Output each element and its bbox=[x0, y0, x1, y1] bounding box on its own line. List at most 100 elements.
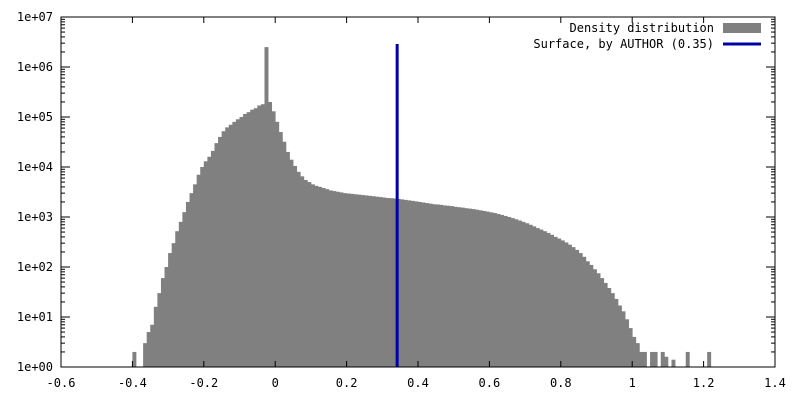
y-tick-label: 1e+05 bbox=[17, 110, 53, 124]
histogram-bar bbox=[610, 293, 615, 367]
histogram-bar bbox=[171, 243, 176, 367]
legend: Density distribution Surface, by AUTHOR … bbox=[533, 21, 761, 51]
histogram-bar bbox=[603, 282, 608, 367]
histogram-bar bbox=[621, 311, 626, 367]
histogram-bar bbox=[532, 226, 537, 367]
histogram-bar bbox=[157, 293, 162, 367]
histogram-bar bbox=[425, 203, 430, 367]
histogram-bar bbox=[371, 196, 376, 367]
histogram-bar bbox=[453, 206, 458, 367]
histogram-bar bbox=[628, 328, 633, 367]
histogram-bar bbox=[268, 101, 273, 367]
axis-ticks bbox=[60, 16, 776, 368]
histogram-bar bbox=[360, 195, 365, 367]
histogram-bar bbox=[589, 264, 594, 367]
histogram-bar bbox=[196, 174, 201, 367]
histogram-bar bbox=[203, 161, 208, 367]
histogram-bar bbox=[182, 212, 187, 367]
histogram-bar bbox=[450, 206, 455, 367]
x-tick-label: 1.2 bbox=[693, 376, 715, 390]
histogram-bar bbox=[525, 223, 530, 367]
histogram-bar bbox=[393, 198, 397, 367]
histogram-bar bbox=[353, 194, 358, 367]
histogram-bar bbox=[489, 212, 494, 367]
y-tick-label: 1e+01 bbox=[17, 310, 53, 324]
histogram-bar bbox=[364, 195, 369, 367]
histogram-bar bbox=[457, 207, 462, 367]
histogram-bar bbox=[592, 269, 597, 367]
histogram-bar bbox=[517, 220, 522, 367]
x-tick-label: -0.4 bbox=[118, 376, 147, 390]
histogram-bar bbox=[514, 219, 519, 367]
histogram-bar bbox=[671, 359, 676, 367]
histogram-bar bbox=[642, 351, 647, 367]
histogram-bar bbox=[207, 156, 212, 367]
histogram-bar bbox=[325, 189, 330, 367]
histogram-bar bbox=[639, 351, 644, 367]
histogram-bar bbox=[310, 184, 315, 367]
histogram-bar bbox=[528, 224, 533, 367]
histogram-bar bbox=[275, 121, 280, 367]
histogram-bar bbox=[246, 112, 251, 368]
histogram-bar bbox=[542, 231, 547, 367]
histogram-bar bbox=[321, 188, 326, 367]
histogram-bar bbox=[432, 204, 437, 367]
histogram-bar bbox=[228, 124, 233, 367]
histogram-bar bbox=[575, 249, 580, 367]
histogram-bar bbox=[585, 261, 590, 367]
x-tick-label: -0.6 bbox=[47, 376, 76, 390]
histogram-bar bbox=[289, 159, 294, 367]
histogram-bar bbox=[632, 336, 637, 367]
histogram-bar bbox=[225, 127, 230, 367]
x-tick-label: 1.4 bbox=[764, 376, 786, 390]
histogram-bar bbox=[414, 201, 419, 367]
histogram-bar bbox=[464, 208, 469, 367]
histogram-bar bbox=[564, 242, 569, 367]
histogram-bar bbox=[567, 244, 572, 367]
histogram-bar bbox=[614, 298, 619, 367]
histogram-bar bbox=[214, 143, 219, 367]
histogram-bar bbox=[357, 194, 362, 367]
histogram-bar bbox=[521, 221, 526, 367]
histogram-bar bbox=[403, 199, 408, 367]
x-tick-labels: -0.6 -0.4 -0.2 0 0.2 0.4 0.6 0.8 1 1.2 1.4 bbox=[47, 376, 786, 390]
histogram-bar bbox=[368, 195, 372, 367]
histogram-bar bbox=[635, 343, 640, 367]
histogram-bar bbox=[578, 253, 583, 367]
histogram-bar bbox=[600, 278, 605, 367]
histogram-bar bbox=[485, 211, 490, 367]
histogram-bar bbox=[560, 240, 565, 367]
histogram-bar bbox=[153, 306, 158, 367]
histogram-bar bbox=[146, 332, 151, 367]
histogram-bar bbox=[150, 324, 155, 367]
histogram-bar bbox=[460, 207, 465, 367]
histogram-bar bbox=[418, 201, 422, 367]
histogram-bar bbox=[143, 343, 148, 367]
y-tick-label: 1e+07 bbox=[17, 10, 53, 24]
histogram-bar bbox=[168, 253, 173, 367]
histogram-bar bbox=[442, 205, 447, 367]
histogram-bar bbox=[375, 196, 380, 367]
histogram-bar bbox=[546, 232, 551, 367]
histogram-bar bbox=[346, 193, 351, 367]
histogram-bar bbox=[510, 218, 515, 367]
histogram-bar bbox=[378, 197, 383, 367]
histogram-bar bbox=[218, 136, 223, 367]
histogram-bar bbox=[235, 119, 240, 367]
histogram-bar bbox=[482, 210, 487, 367]
histogram-bar bbox=[596, 273, 601, 367]
histogram-bar bbox=[435, 204, 440, 367]
x-tick-label: 0.6 bbox=[479, 376, 501, 390]
histogram-bar bbox=[132, 351, 137, 367]
histogram-bar bbox=[550, 234, 555, 367]
histogram-bar bbox=[343, 193, 347, 367]
x-tick-label: 0.2 bbox=[336, 376, 358, 390]
histogram-bar bbox=[314, 185, 319, 367]
histogram-bar bbox=[500, 214, 505, 367]
histogram-bar bbox=[293, 165, 298, 367]
histogram-bar bbox=[653, 351, 658, 367]
histogram-bar bbox=[557, 238, 562, 367]
histogram-bar bbox=[410, 200, 415, 367]
histogram-bar bbox=[239, 117, 244, 367]
